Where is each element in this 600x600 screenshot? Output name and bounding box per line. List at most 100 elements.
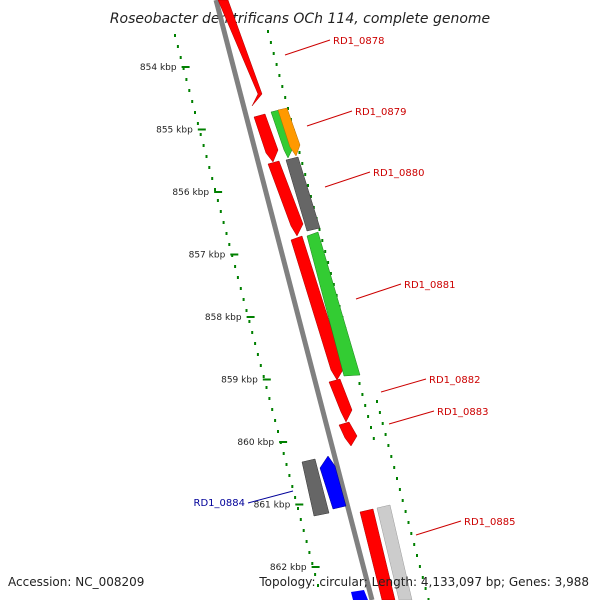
leader-rd1-0885 xyxy=(415,520,462,536)
gene-rd1-0879-a[interactable] xyxy=(253,113,279,163)
scale-dot xyxy=(324,250,327,253)
kbp-tick-label: 861 kbp xyxy=(254,501,291,511)
scale-dot xyxy=(287,107,289,110)
scale-dot xyxy=(265,386,268,389)
gene-rd1-0881-b[interactable] xyxy=(306,231,361,377)
kbp-tick-label: 856 kbp xyxy=(172,188,209,198)
scale-dot xyxy=(398,488,401,491)
scale-dot xyxy=(308,551,311,554)
scale-dot xyxy=(219,210,222,213)
scale-dot xyxy=(291,485,294,488)
scale-dot xyxy=(228,243,231,246)
scale-dot xyxy=(332,283,335,286)
scale-dot xyxy=(288,474,291,477)
gene-rd1-0883[interactable] xyxy=(338,421,358,447)
label-rd1-0884[interactable]: RD1_0884 xyxy=(194,498,245,509)
scale-dot xyxy=(327,261,330,264)
label-rd1-0881[interactable]: RD1_0881 xyxy=(404,280,455,291)
genome-backbone xyxy=(213,0,375,600)
scale-dot xyxy=(282,452,285,455)
gene-rd1-0880-b[interactable] xyxy=(285,156,321,232)
scale-dot xyxy=(317,584,319,587)
scale-dot xyxy=(407,521,410,524)
scale-dot xyxy=(396,477,398,480)
scale-dot xyxy=(376,400,378,403)
scale-dot xyxy=(281,85,284,88)
scale-dot xyxy=(418,565,421,568)
scale-dot xyxy=(410,532,413,535)
scale-dot xyxy=(358,382,361,385)
scale-dot xyxy=(271,408,274,411)
leader-rd1-0883 xyxy=(388,410,435,425)
label-rd1-0882[interactable]: RD1_0882 xyxy=(429,375,480,386)
gene-rd1-0885-b[interactable] xyxy=(376,504,413,600)
gene-rd1-0880-a[interactable] xyxy=(267,160,304,237)
gene-rd1-0884-a[interactable] xyxy=(301,458,330,517)
scale-dot xyxy=(321,239,324,242)
scale-dot xyxy=(298,151,301,154)
gene-rd1-0879-b[interactable] xyxy=(270,109,294,159)
scale-dot xyxy=(285,463,288,466)
scale-dot xyxy=(367,415,370,418)
label-rd1-0883[interactable]: RD1_0883 xyxy=(437,407,488,418)
gene-bottom-blue[interactable] xyxy=(351,590,368,600)
scale-dot xyxy=(268,397,271,400)
scale-dot xyxy=(381,422,384,425)
scale-dot xyxy=(262,375,265,378)
gene-rd1-0881-a[interactable] xyxy=(290,235,345,381)
scale-dot xyxy=(196,122,199,125)
scale-dot xyxy=(390,455,393,458)
scale-dot xyxy=(302,529,305,532)
gene-rd1-0878[interactable] xyxy=(217,0,263,107)
scale-dot xyxy=(256,353,259,356)
leader-rd1-0884 xyxy=(247,490,294,504)
kbp-tick-label: 859 kbp xyxy=(221,376,258,386)
accession-text: Accession: NC_008209 xyxy=(8,575,144,589)
scale-dot xyxy=(314,573,317,576)
scale-dot xyxy=(214,188,216,191)
scale-dot xyxy=(404,510,407,513)
gene-rd1-0882[interactable] xyxy=(328,378,353,423)
scale-dot xyxy=(277,430,279,433)
kbp-tick-label: 858 kbp xyxy=(205,313,242,323)
label-rd1-0878[interactable]: RD1_0878 xyxy=(333,36,384,47)
scale-dot xyxy=(216,199,219,202)
scale-dot xyxy=(364,404,367,407)
gene-rd1-0885-a[interactable] xyxy=(359,508,396,600)
scale-dot xyxy=(318,228,321,231)
scale-dot xyxy=(176,45,179,48)
gene-rd1-0879-c[interactable] xyxy=(277,107,301,157)
leader-rd1-0879 xyxy=(306,110,353,127)
leader-rd1-0882 xyxy=(380,378,427,393)
scale-dot xyxy=(242,298,245,301)
scale-dot xyxy=(174,34,176,37)
scale-dot xyxy=(248,320,251,323)
scale-dot xyxy=(372,437,375,440)
scale-dot xyxy=(304,173,307,176)
scale-dot xyxy=(194,111,196,114)
scale-dot xyxy=(387,444,390,447)
scale-dot xyxy=(370,426,372,429)
scale-dot xyxy=(251,331,254,334)
scale-dot xyxy=(275,63,278,66)
scale-dot xyxy=(311,562,314,565)
kbp-tick-label: 855 kbp xyxy=(156,126,193,136)
scale-dot xyxy=(413,543,416,546)
kbp-tick-label: 854 kbp xyxy=(140,63,177,73)
scale-dots-right xyxy=(267,30,375,440)
scale-dot xyxy=(301,162,304,165)
genome-title: Roseobacter denitrificans OCh 114, compl… xyxy=(110,11,490,27)
scale-dot xyxy=(305,540,308,543)
scale-dot xyxy=(239,287,242,290)
label-rd1-0885[interactable]: RD1_0885 xyxy=(464,517,515,528)
label-rd1-0879[interactable]: RD1_0879 xyxy=(355,107,406,118)
scale-dot xyxy=(401,499,404,502)
scale-dot xyxy=(427,598,430,600)
kbp-tick-label: 860 kbp xyxy=(237,438,274,448)
gene-rd1-0884-b[interactable] xyxy=(319,455,347,510)
scale-dot xyxy=(416,554,418,557)
scale-dot xyxy=(205,155,208,158)
scale-dot xyxy=(245,309,248,312)
label-rd1-0880[interactable]: RD1_0880 xyxy=(373,168,424,179)
